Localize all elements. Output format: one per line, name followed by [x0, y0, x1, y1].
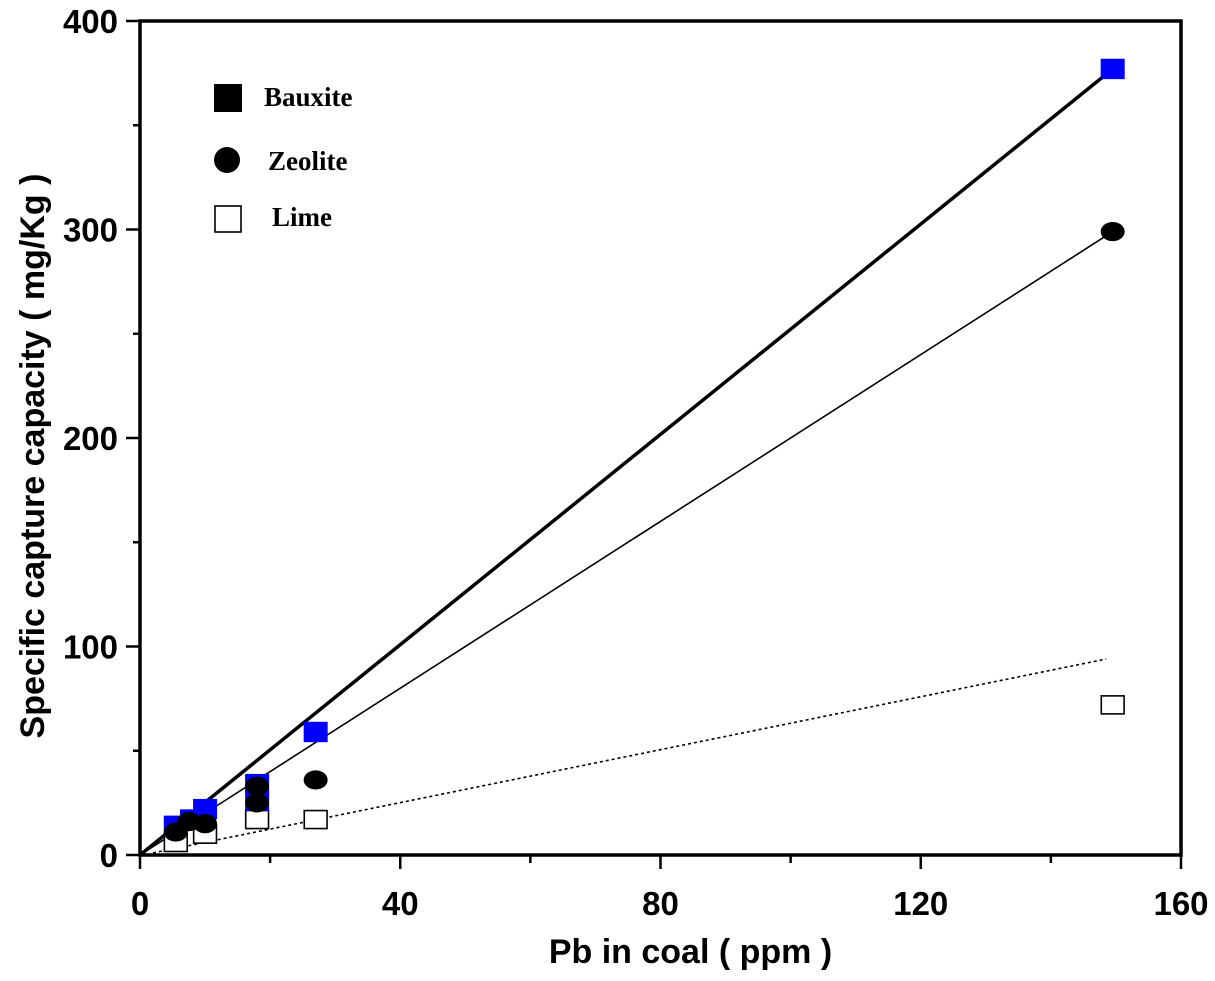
zeolite-point [245, 776, 270, 796]
legend: Bauxite Zeolite Lime [214, 82, 353, 233]
lime-point [1100, 695, 1125, 715]
x-tick-label: 120 [893, 885, 948, 922]
bauxite-point [193, 798, 218, 820]
zeolite-trendline [139, 230, 1114, 856]
bauxite-trendline [138, 67, 1114, 857]
legend-marker-zeolite [214, 147, 240, 173]
data-points [163, 58, 1125, 853]
y-axis-title: Specific capture capacity ( mg/Kg ) [14, 174, 52, 739]
bauxite-point [1100, 58, 1125, 80]
zeolite-point [1100, 221, 1125, 242]
trendlines [138, 67, 1114, 857]
x-tick-label: 0 [131, 885, 149, 922]
legend-label-zeolite: Zeolite [268, 146, 347, 176]
zeolite-point [245, 793, 270, 813]
y-tick-label: 200 [63, 420, 118, 457]
lime-point [244, 809, 270, 830]
y-tick-label: 400 [63, 3, 118, 40]
legend-marker-bauxite [214, 84, 242, 112]
lime-point [303, 809, 328, 830]
y-tick-label: 300 [63, 212, 118, 249]
legend-label-lime: Lime [272, 202, 332, 232]
x-tick-label: 160 [1153, 885, 1208, 922]
zeolite-point [303, 770, 328, 790]
bauxite-point [303, 721, 328, 743]
y-tick-label: 0 [100, 837, 118, 874]
x-axis-title: Pb in coal ( ppm ) [549, 933, 832, 971]
x-tick-label: 40 [382, 885, 419, 922]
legend-label-bauxite: Bauxite [264, 82, 353, 112]
zeolite-point [193, 814, 218, 834]
y-tick-label: 100 [63, 629, 118, 666]
x-tick-label: 80 [642, 885, 679, 922]
axis-ticks: 0 40 80 120 160 0 100 200 300 400 [63, 3, 1209, 922]
legend-marker-lime [214, 205, 242, 233]
